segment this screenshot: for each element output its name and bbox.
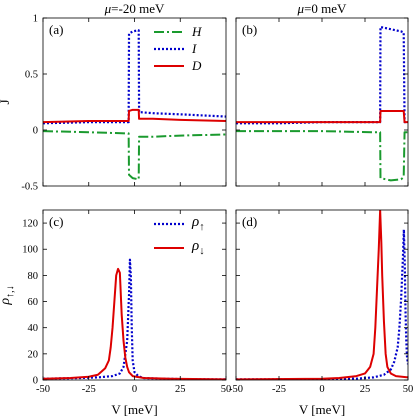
panel-title: μ=-20 meV [104,1,165,16]
frame-layer [42,17,409,381]
plot-layer [43,25,408,380]
panel-label: (d) [242,214,257,229]
axes-frame [235,17,409,187]
series-line-b-1 [236,130,408,182]
y-tick-label: 80 [28,271,39,282]
y-tick-label: 0.5 [25,70,38,81]
panel-title: μ=0 meV [297,1,347,16]
panel-label: (c) [49,214,63,229]
legend-label: I [191,41,197,56]
y-tick-label: 40 [28,323,39,334]
x-tick-label: 25 [360,384,371,395]
panel-label: (a) [49,22,63,37]
axes-frame [42,209,227,381]
y-axis-label: J [0,99,12,104]
x-tick-label: -25 [272,384,286,395]
x-tick-label: -50 [36,384,50,395]
y-tick-label: 120 [22,219,38,230]
y-axis-label: ρ↑,↓ [0,285,16,305]
x-tick-label: 0 [319,384,324,395]
x-tick-label: 25 [175,384,186,395]
series-line-b-3 [236,109,408,124]
series-line-b-2 [236,25,408,125]
series-line-c-1 [43,258,226,380]
legend-label: D [191,58,202,73]
y-tick-label: 60 [28,297,39,308]
x-tick-label: -25 [82,384,96,395]
y-tick-label: 0 [33,376,38,387]
x-tick-label: 50 [403,384,414,395]
y-tick-label: 100 [22,245,38,256]
legend-label: ρ↑ [191,214,205,233]
legend-label: H [191,24,202,39]
x-tick-label: 50 [221,384,232,395]
x-tick-label: 0 [132,384,137,395]
x-axis-label: V [meV] [299,402,345,417]
series-line-a-1 [43,130,226,181]
y-tick-label: 20 [28,349,39,360]
y-tick-label: 1 [33,14,38,25]
panel-label: (b) [242,22,257,37]
series-line-d-2 [236,210,408,380]
series-line-a-2 [43,29,226,125]
series-line-c-2 [43,267,226,380]
legend-label: ρ↓ [191,238,205,257]
x-tick-label: -50 [229,384,243,395]
axes-frame [42,17,227,187]
series-line-a-3 [43,108,226,124]
y-tick-label: -0.5 [21,182,38,193]
x-axis-label: V [meV] [111,402,157,417]
y-tick-label: 0 [33,126,38,137]
